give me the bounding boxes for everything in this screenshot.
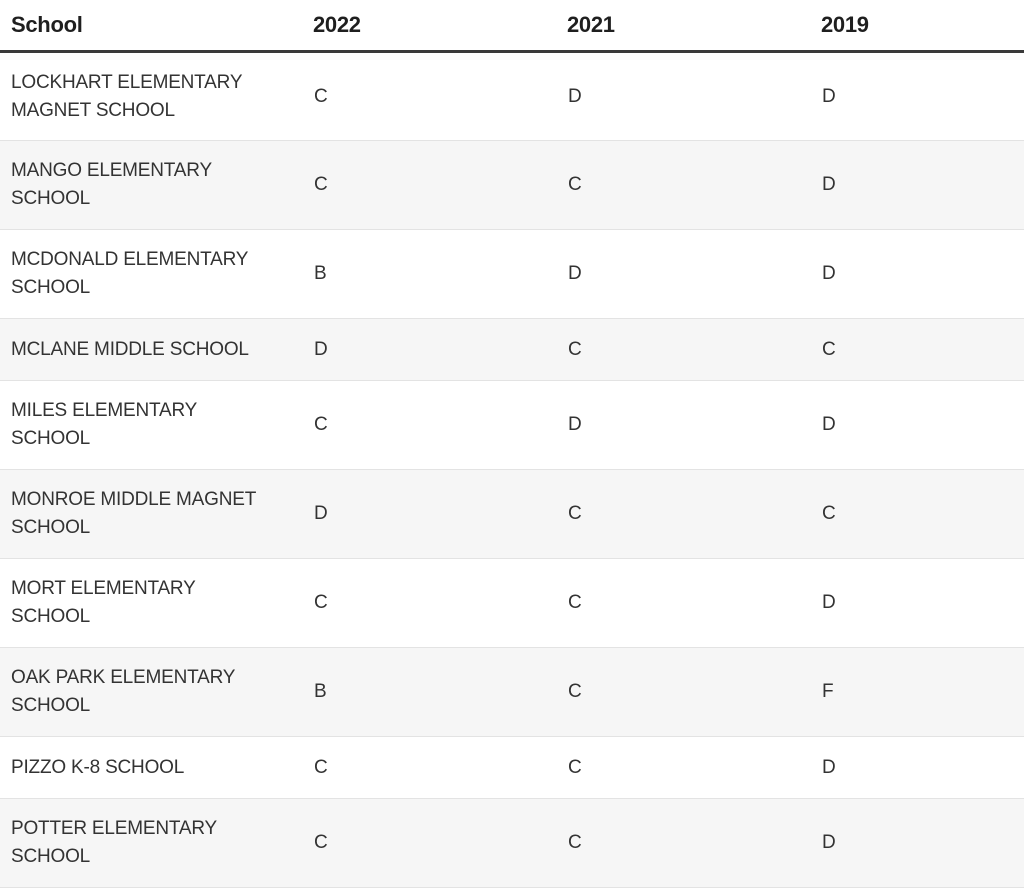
school-name-cell: MCLANE MIDDLE SCHOOL bbox=[0, 318, 302, 381]
grade-2021-cell: C bbox=[556, 647, 810, 737]
table-row: MCLANE MIDDLE SCHOOL D C C bbox=[0, 318, 1024, 381]
grade-2022-cell: D bbox=[302, 469, 556, 559]
grade-2021-cell: C bbox=[556, 318, 810, 381]
grade-2021-cell: C bbox=[556, 469, 810, 559]
grade-2021-cell: C bbox=[556, 558, 810, 648]
grade-2019-cell: D bbox=[810, 798, 1024, 888]
grade-2022-cell: C bbox=[302, 558, 556, 648]
grade-2019-cell: D bbox=[810, 736, 1024, 799]
table-row: MCDONALD ELEMENTARY SCHOOL B D D bbox=[0, 229, 1024, 319]
grade-2021-cell: D bbox=[556, 229, 810, 319]
school-name-cell: MCDONALD ELEMENTARY SCHOOL bbox=[0, 229, 302, 319]
grade-2019-cell: C bbox=[810, 469, 1024, 559]
school-name-cell: MONROE MIDDLE MAGNET SCHOOL bbox=[0, 469, 302, 559]
grade-2022-cell: C bbox=[302, 51, 556, 141]
grade-2019-cell: D bbox=[810, 229, 1024, 319]
grade-2019-cell: D bbox=[810, 558, 1024, 648]
grade-2021-cell: D bbox=[556, 380, 810, 470]
grade-2021-cell: D bbox=[556, 51, 810, 141]
school-name-cell: LOCKHART ELEMENTARY MAGNET SCHOOL bbox=[0, 51, 302, 141]
grade-2022-cell: C bbox=[302, 380, 556, 470]
grade-2019-cell: F bbox=[810, 647, 1024, 737]
column-header-2021[interactable]: 2021 bbox=[556, 0, 810, 53]
grade-2021-cell: C bbox=[556, 736, 810, 799]
grade-2022-cell: D bbox=[302, 318, 556, 381]
grade-2019-cell: D bbox=[810, 140, 1024, 230]
grade-2021-cell: C bbox=[556, 140, 810, 230]
grade-2022-cell: B bbox=[302, 229, 556, 319]
school-name-cell: MILES ELEMENTARY SCHOOL bbox=[0, 380, 302, 470]
column-header-school[interactable]: School bbox=[0, 0, 302, 53]
grade-2019-cell: D bbox=[810, 380, 1024, 470]
table-row: MORT ELEMENTARY SCHOOL C C D bbox=[0, 558, 1024, 648]
table-row: MANGO ELEMENTARY SCHOOL C C D bbox=[0, 140, 1024, 230]
table-row: LOCKHART ELEMENTARY MAGNET SCHOOL C D D bbox=[0, 51, 1024, 141]
grade-2021-cell: C bbox=[556, 798, 810, 888]
grade-2022-cell: C bbox=[302, 140, 556, 230]
table-row: PIZZO K-8 SCHOOL C C D bbox=[0, 736, 1024, 799]
table-row: MILES ELEMENTARY SCHOOL C D D bbox=[0, 380, 1024, 470]
grade-2019-cell: D bbox=[810, 51, 1024, 141]
grade-2022-cell: C bbox=[302, 736, 556, 799]
table-header: School 2022 2021 2019 bbox=[0, 0, 1024, 53]
school-name-cell: OAK PARK ELEMENTARY SCHOOL bbox=[0, 647, 302, 737]
school-name-cell: PIZZO K-8 SCHOOL bbox=[0, 736, 302, 799]
column-header-2019[interactable]: 2019 bbox=[810, 0, 1024, 53]
grade-2022-cell: C bbox=[302, 798, 556, 888]
school-name-cell: MANGO ELEMENTARY SCHOOL bbox=[0, 140, 302, 230]
grade-2022-cell: B bbox=[302, 647, 556, 737]
table-row: OAK PARK ELEMENTARY SCHOOL B C F bbox=[0, 647, 1024, 737]
column-header-2022[interactable]: 2022 bbox=[302, 0, 556, 53]
school-name-cell: POTTER ELEMENTARY SCHOOL bbox=[0, 798, 302, 888]
school-name-cell: MORT ELEMENTARY SCHOOL bbox=[0, 558, 302, 648]
table-row: POTTER ELEMENTARY SCHOOL C C D bbox=[0, 798, 1024, 888]
grade-2019-cell: C bbox=[810, 318, 1024, 381]
table-row: MONROE MIDDLE MAGNET SCHOOL D C C bbox=[0, 469, 1024, 559]
table-body: LOCKHART ELEMENTARY MAGNET SCHOOL C D D … bbox=[0, 51, 1024, 888]
header-row: School 2022 2021 2019 bbox=[0, 0, 1024, 53]
